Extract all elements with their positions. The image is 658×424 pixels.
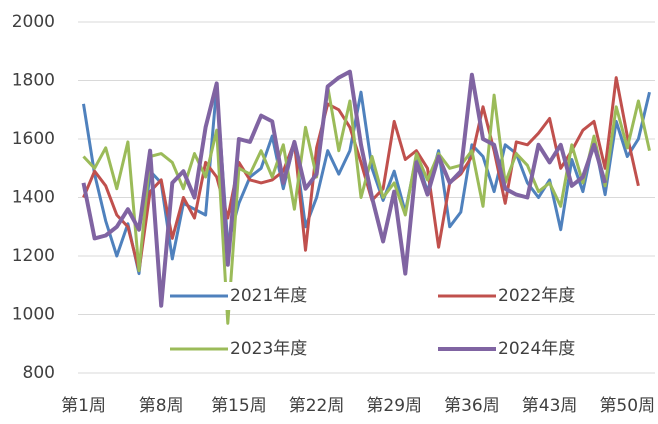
y-tick-label: 1200 [12,246,55,266]
x-tick-label: 第29周 [366,396,422,416]
x-tick-label: 第43周 [522,396,578,416]
legend-label: 2023年度 [230,339,307,359]
x-tick-label: 第36周 [444,396,500,416]
legend-label: 2022年度 [498,286,575,306]
x-tick-label: 第22周 [289,396,345,416]
y-tick-label: 1600 [12,129,55,149]
legend-label: 2024年度 [498,339,575,359]
y-tick-label: 1400 [12,188,55,208]
y-tick-label: 1800 [12,71,55,91]
x-tick-label: 第50周 [599,396,655,416]
series-line [81,69,608,308]
x-tick-label: 第15周 [211,396,267,416]
x-tick-label: 第1周 [61,396,106,416]
series-line [82,76,640,273]
y-tick-label: 800 [23,363,55,383]
legend-label: 2021年度 [230,286,307,306]
series-line [82,84,651,276]
y-tick-label: 1000 [12,305,55,325]
y-tick-label: 2000 [12,12,55,32]
x-tick-label: 第8周 [139,396,184,416]
